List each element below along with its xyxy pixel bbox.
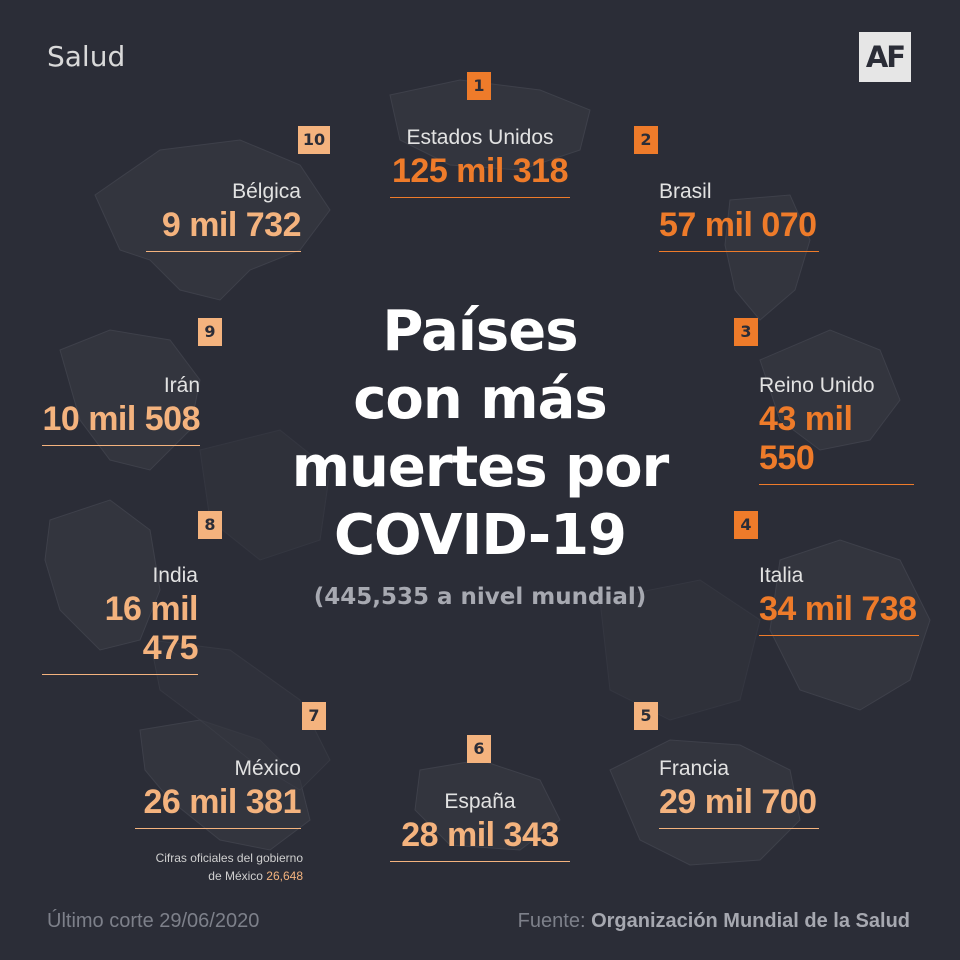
- country-deaths: 29 mil 700: [659, 783, 817, 821]
- note-prefix: de México: [208, 869, 267, 883]
- country-underline: [135, 828, 301, 829]
- country-deaths: 10 mil 508: [42, 400, 200, 438]
- page-subtitle: (445,535 a nivel mundial): [313, 584, 647, 610]
- country-name: Brasil: [659, 180, 712, 203]
- country-deaths: 26 mil 381: [143, 783, 301, 821]
- country-deaths: 43 mil 550: [759, 400, 853, 477]
- country-underline: [390, 197, 570, 198]
- country-deaths: 57 mil 070: [659, 206, 817, 244]
- country-name: Reino Unido: [759, 374, 875, 397]
- cutoff-date: Último corte 29/06/2020: [47, 910, 260, 932]
- country-underline: [659, 828, 819, 829]
- country-name: Bélgica: [232, 180, 301, 203]
- page-title: Países con más muertes por COVID-19: [291, 299, 670, 568]
- country-underline: [42, 445, 200, 446]
- rank-badge-8: 8: [198, 511, 222, 539]
- country-underline: [390, 861, 570, 862]
- country-francia: Francia 29 mil 700: [659, 757, 819, 829]
- country-name: Irán: [163, 374, 200, 397]
- country-iran: Irán 10 mil 508: [42, 374, 201, 446]
- brand-logo: AF: [859, 32, 911, 82]
- country-estados-unidos: Estados Unidos 125 mil 318: [390, 126, 570, 198]
- country-belgica: Bélgica 9 mil 732: [146, 180, 302, 252]
- rank-badge-7: 7: [302, 702, 326, 730]
- country-name: México: [234, 757, 301, 780]
- title-block: Países con más muertes por COVID-19 (445…: [230, 298, 730, 610]
- section-label: Salud: [47, 40, 126, 73]
- country-underline: [759, 635, 919, 636]
- rank-badge-1: 1: [467, 72, 491, 100]
- country-deaths: 28 mil 343: [401, 816, 559, 854]
- country-underline: [146, 251, 301, 252]
- country-name: España: [444, 790, 516, 813]
- country-underline: [759, 484, 914, 485]
- country-name: Italia: [759, 564, 804, 587]
- country-espana: España 28 mil 343: [390, 790, 570, 862]
- country-deaths: 16 mil 475: [104, 590, 199, 667]
- source-credit: Fuente: Organización Mundial de la Salud: [518, 910, 910, 933]
- rank-badge-10: 10: [298, 126, 330, 154]
- note-value: 26,648: [266, 869, 303, 883]
- rank-badge-9: 9: [198, 318, 222, 346]
- country-name: Estados Unidos: [406, 126, 554, 149]
- country-deaths: 34 mil 738: [759, 590, 917, 628]
- source-name: Organización Mundial de la Salud: [591, 910, 910, 932]
- note-line-2: de México 26,648: [120, 867, 303, 885]
- note-line-1: Cifras oficiales del gobierno: [155, 851, 303, 865]
- country-deaths: 9 mil 732: [161, 206, 302, 244]
- rank-badge-3: 3: [734, 318, 758, 346]
- country-italia: Italia 34 mil 738: [759, 564, 919, 636]
- source-prefix: Fuente:: [517, 910, 592, 932]
- country-reino-unido: Reino Unido 43 mil 550: [759, 374, 914, 485]
- country-mexico: México 26 mil 381: [135, 757, 302, 829]
- country-brasil: Brasil 57 mil 070: [659, 180, 819, 252]
- country-india: India 16 mil 475: [42, 564, 199, 675]
- country-underline: [659, 251, 819, 252]
- country-name: Francia: [659, 757, 730, 780]
- country-name: India: [152, 564, 198, 587]
- country-deaths: 125 mil 318: [392, 152, 568, 190]
- country-underline: [42, 674, 198, 675]
- rank-badge-5: 5: [634, 702, 658, 730]
- rank-badge-6: 6: [467, 735, 491, 763]
- rank-badge-2: 2: [634, 126, 658, 154]
- rank-badge-4: 4: [734, 511, 758, 539]
- mexico-official-note: Cifras oficiales del gobierno de México …: [120, 849, 303, 885]
